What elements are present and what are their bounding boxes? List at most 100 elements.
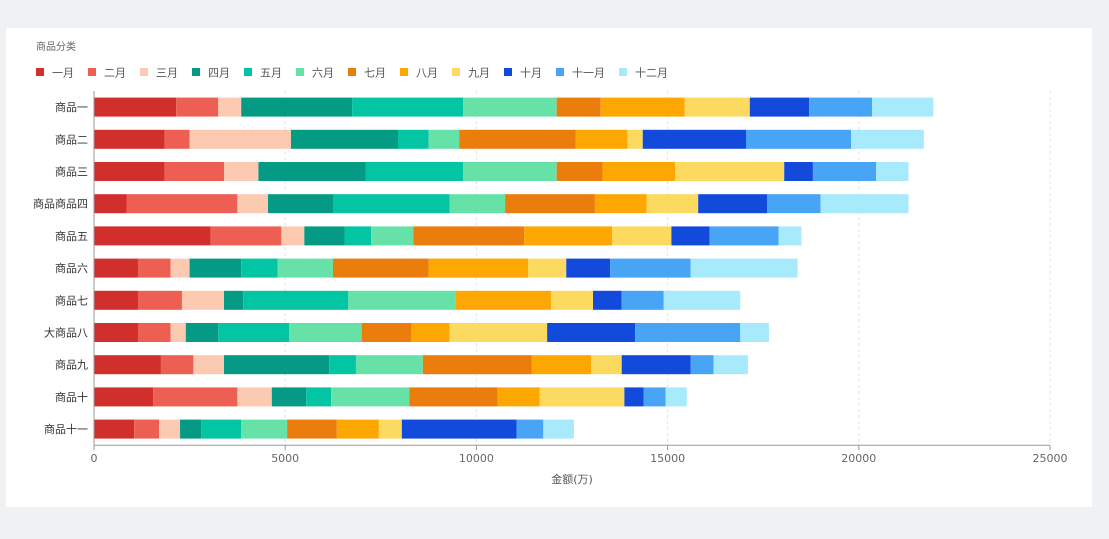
bar-4-10 bbox=[698, 194, 768, 214]
bar-4-4 bbox=[267, 194, 333, 214]
bar-4-3 bbox=[237, 194, 268, 214]
bar-7-2 bbox=[137, 290, 182, 310]
bar-5-8 bbox=[524, 226, 613, 246]
bar-6-12 bbox=[690, 258, 798, 278]
bar-9-4 bbox=[224, 355, 330, 375]
bar-5-3 bbox=[281, 226, 305, 246]
bar-9-5 bbox=[329, 355, 356, 375]
bar-4-11 bbox=[767, 194, 821, 214]
y-tick-label: 大商品八 bbox=[44, 326, 88, 340]
legend-label-9: 九月 bbox=[468, 67, 490, 80]
bar-3-11 bbox=[812, 162, 877, 181]
bar-7-9 bbox=[550, 290, 594, 310]
bar-1-5 bbox=[352, 97, 464, 117]
bar-2-5 bbox=[398, 129, 429, 149]
bar-3-2 bbox=[164, 162, 225, 181]
bar-10-3 bbox=[237, 387, 272, 407]
bar-9-11 bbox=[690, 355, 714, 375]
bar-3-1 bbox=[94, 162, 165, 181]
bar-5-11 bbox=[709, 226, 779, 246]
bar-7-12 bbox=[663, 290, 741, 310]
bar-11-12 bbox=[543, 419, 574, 439]
chart-card: 商品分类 一月 二月 三月 四月 五月 六月 七月 八月 九月 十月 十一月 十二月 商品一 商品二 商品… bbox=[6, 28, 1092, 507]
y-tick-label: 商品七 bbox=[55, 293, 88, 307]
bar-7-10 bbox=[593, 290, 622, 310]
x-tick-label: 5000 bbox=[271, 452, 299, 465]
legend-label-10: 十月 bbox=[520, 66, 542, 80]
bar-11-6 bbox=[241, 419, 288, 439]
bar-11-1 bbox=[94, 419, 135, 439]
bar-8-11 bbox=[635, 323, 741, 342]
bar-8-6 bbox=[289, 323, 362, 342]
bar-2-10 bbox=[642, 129, 746, 149]
bar-9-7 bbox=[422, 355, 532, 375]
bar-2-6 bbox=[428, 129, 460, 149]
bar-5-4 bbox=[304, 226, 345, 246]
bar-5-5 bbox=[344, 226, 372, 246]
stacked-bar-chart: 商品分类 一月 二月 三月 四月 五月 六月 七月 八月 九月 十月 十一月 十二月 商品一商品二商品… bbox=[33, 40, 1068, 486]
bar-3-5 bbox=[365, 162, 464, 181]
bar-2-9 bbox=[627, 129, 643, 149]
legend-swatch-9 bbox=[452, 68, 460, 76]
x-tick-label: 25000 bbox=[1033, 452, 1068, 465]
bar-1-6 bbox=[463, 97, 557, 117]
bar-9-2 bbox=[160, 355, 194, 375]
legend-label-8: 八月 bbox=[416, 67, 438, 80]
bar-1-7 bbox=[556, 97, 601, 117]
bar-10-4 bbox=[271, 387, 307, 407]
y-tick-label: 商品九 bbox=[55, 358, 88, 372]
x-axis: 0 5000 10000 15000 20000 25000 bbox=[91, 444, 1068, 465]
bar-5-2 bbox=[210, 226, 282, 246]
bar-10-9 bbox=[539, 387, 625, 407]
bar-8-1 bbox=[94, 323, 138, 342]
bar-1-2 bbox=[176, 97, 219, 117]
bar-2-7 bbox=[459, 129, 576, 149]
bar-4-7 bbox=[505, 194, 595, 214]
legend-label-1: 一月 bbox=[52, 67, 74, 80]
bar-8-8 bbox=[411, 323, 450, 342]
bar-5-9 bbox=[612, 226, 672, 246]
bar-5-6 bbox=[371, 226, 414, 246]
bar-7-11 bbox=[621, 290, 664, 310]
bar-3-12 bbox=[876, 162, 909, 181]
bar-10-12 bbox=[665, 387, 687, 407]
bar-9-8 bbox=[531, 355, 592, 375]
bar-1-9 bbox=[684, 97, 750, 117]
bar-5-10 bbox=[671, 226, 710, 246]
bar-2-2 bbox=[164, 129, 190, 149]
bar-9-10 bbox=[621, 355, 691, 375]
legend-swatch-8 bbox=[400, 68, 408, 76]
bar-8-10 bbox=[547, 323, 636, 342]
legend-label-6: 六月 bbox=[312, 67, 334, 80]
legend-swatch-4 bbox=[192, 68, 200, 76]
bar-5-12 bbox=[778, 226, 802, 246]
bar-7-1 bbox=[94, 290, 138, 310]
bar-7-3 bbox=[181, 290, 225, 310]
legend-swatch-7 bbox=[348, 68, 356, 76]
legend-label-11: 十一月 bbox=[572, 66, 605, 80]
bar-8-3 bbox=[170, 323, 186, 342]
bar-11-7 bbox=[287, 419, 337, 439]
bar-8-2 bbox=[137, 323, 171, 342]
bar-2-1 bbox=[94, 129, 165, 149]
grid-lines bbox=[284, 91, 1051, 446]
bar-9-9 bbox=[591, 355, 622, 375]
y-tick-label: 商品一 bbox=[55, 100, 88, 114]
legend-label-3: 三月 bbox=[156, 67, 178, 80]
bar-10-6 bbox=[331, 387, 410, 407]
bar-4-5 bbox=[333, 194, 450, 214]
bar-3-3 bbox=[224, 162, 259, 181]
bar-11-11 bbox=[516, 419, 544, 439]
bar-8-5 bbox=[218, 323, 290, 342]
y-tick-label: 商品十 bbox=[55, 390, 88, 404]
bar-11-3 bbox=[159, 419, 181, 439]
bar-6-2 bbox=[137, 258, 171, 278]
bar-7-5 bbox=[243, 290, 349, 310]
bar-11-4 bbox=[180, 419, 202, 439]
bar-3-7 bbox=[556, 162, 603, 181]
bar-4-12 bbox=[820, 194, 909, 214]
bar-11-2 bbox=[134, 419, 160, 439]
y-tick-label: 商品商品四 bbox=[33, 197, 88, 211]
bar-1-11 bbox=[809, 97, 873, 117]
bar-2-12 bbox=[851, 129, 924, 149]
